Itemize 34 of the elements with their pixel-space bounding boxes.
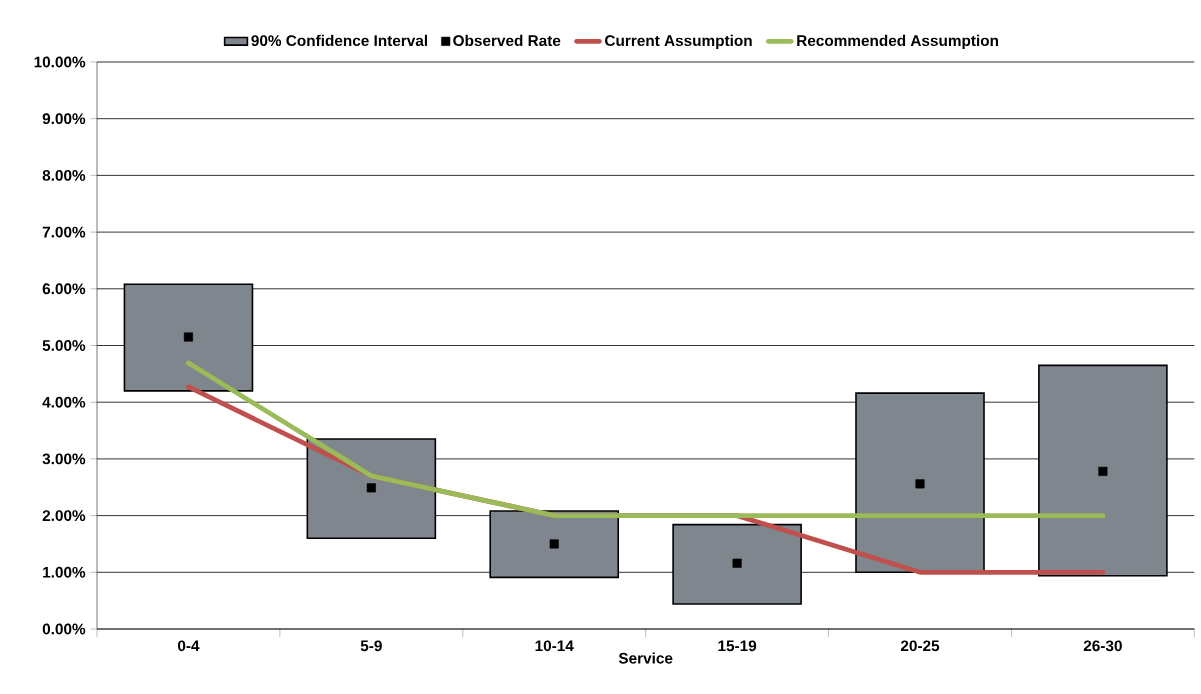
x-tick-label: 26-30 (1083, 640, 1122, 652)
y-tick-label: 1.00% (43, 566, 86, 578)
x-axis-title: Service (618, 652, 673, 664)
bar (123, 283, 254, 392)
y-tick-label: 0.00% (42, 623, 86, 635)
bar (1038, 364, 1168, 577)
y-tick-label: 5.00% (42, 340, 86, 351)
bar (306, 438, 437, 540)
x-tick-label: 20-25 (900, 640, 940, 652)
legend-label: 90% Confidence Interval (251, 34, 428, 47)
point (183, 332, 193, 342)
point (1098, 466, 1108, 476)
point (732, 558, 742, 568)
point (366, 483, 376, 493)
y-tick-label: 2.00% (42, 510, 86, 522)
legend-label: Observed Rate (453, 34, 561, 47)
x-tick-label: 15-19 (718, 640, 757, 652)
bar (855, 392, 985, 574)
point (915, 479, 925, 489)
x-tick-label: 0-4 (177, 640, 200, 652)
y-tick-label: 9.00% (42, 113, 86, 125)
y-tick-label: 8.00% (42, 169, 86, 181)
y-tick-label: 10.00% (34, 56, 86, 68)
point (549, 539, 559, 549)
x-tick-label: 10-14 (535, 640, 574, 652)
legend-label: Recommended Assumption (797, 34, 999, 50)
x-tick-label: 5-9 (360, 640, 382, 652)
y-tick-label: 6.00% (42, 283, 86, 295)
y-tick-label: 7.00% (42, 226, 86, 238)
legend-label: Current Assumption (605, 34, 752, 50)
bar (672, 523, 802, 605)
bar (489, 510, 620, 579)
y-tick-label: 4.00% (42, 396, 86, 408)
y-tick-label: 3.00% (42, 453, 86, 465)
